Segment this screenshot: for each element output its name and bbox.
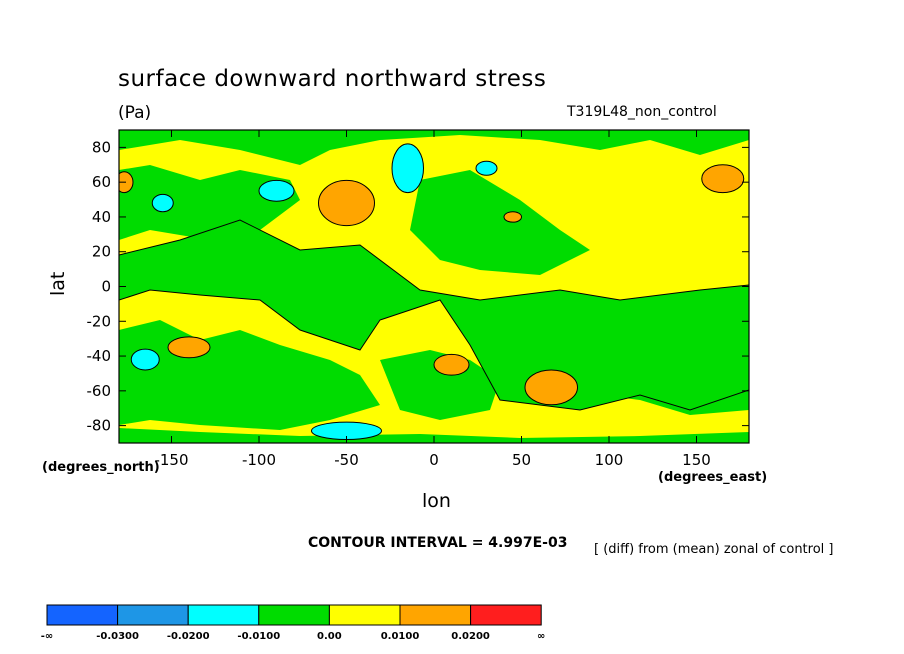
green-region [119, 130, 749, 165]
run-label: T319L48_non_control [567, 104, 717, 120]
green-region [380, 350, 500, 420]
y-axis-label: lat [47, 271, 69, 296]
x-tick-label: 0 [429, 451, 439, 469]
y-tick-label: -80 [87, 417, 112, 435]
orange-region [524, 369, 578, 406]
colorbar-swatch [117, 604, 189, 626]
y-tick-label: 40 [92, 208, 111, 226]
colorbar-label: -∞ [41, 631, 53, 642]
colorbar-swatch [470, 604, 542, 626]
diff-note: [ (diff) from (mean) zonal of control ] [594, 542, 834, 557]
x-tick-label: -50 [334, 451, 359, 469]
x-tick-label: 150 [682, 451, 711, 469]
colorbar-label: -0.0200 [167, 631, 210, 642]
cyan-region [151, 193, 174, 213]
units-label: (Pa) [118, 103, 152, 123]
green-region [410, 170, 590, 275]
orange-region [433, 353, 470, 376]
x-tick-label: -150 [154, 451, 188, 469]
contour-lines [119, 219, 749, 411]
y-tick-label: -20 [87, 312, 112, 330]
x-axis-label: lon [422, 490, 451, 512]
y-tick-label: -40 [87, 347, 112, 365]
cyan-region [391, 143, 424, 194]
x-units-label: (degrees_east) [658, 470, 768, 485]
cyan-region [475, 160, 498, 176]
y-tick-label: 80 [92, 138, 111, 156]
x-tick-label: -100 [242, 451, 276, 469]
y-tick-label: 0 [101, 278, 111, 296]
colorbar-swatch [328, 604, 401, 626]
colorbar-swatch [399, 604, 472, 626]
chart-title: surface downward northward stress [118, 66, 547, 92]
colorbar-swatch [46, 604, 119, 626]
colorbar-swatch [187, 604, 260, 626]
y-tick-label: 60 [92, 173, 111, 191]
green-region [570, 340, 749, 415]
green-region [119, 428, 749, 443]
colorbar-label: -0.0100 [237, 631, 280, 642]
colorbar-label: 0.0100 [381, 631, 420, 642]
orange-region [318, 179, 375, 227]
y-tick-label: 20 [92, 243, 111, 261]
colorbar-label: 0.00 [317, 631, 342, 642]
orange-region [503, 211, 522, 223]
cyan-region [258, 179, 295, 202]
colorbar-swatch [258, 604, 330, 626]
orange-region [701, 164, 745, 194]
colorbar-label: -0.0300 [96, 631, 139, 642]
green-region [119, 165, 300, 240]
colorbar-label: ∞ [537, 631, 545, 642]
contour-interval: CONTOUR INTERVAL = 4.997E-03 [308, 535, 568, 551]
cyan-region [130, 348, 160, 371]
x-tick-label: 100 [595, 451, 624, 469]
x-tick-label: 50 [512, 451, 531, 469]
y-tick-label: -60 [87, 382, 112, 400]
colorbar-label: 0.0200 [451, 631, 490, 642]
y-units-label: (degrees_north) [42, 460, 160, 475]
orange-region [167, 336, 211, 359]
